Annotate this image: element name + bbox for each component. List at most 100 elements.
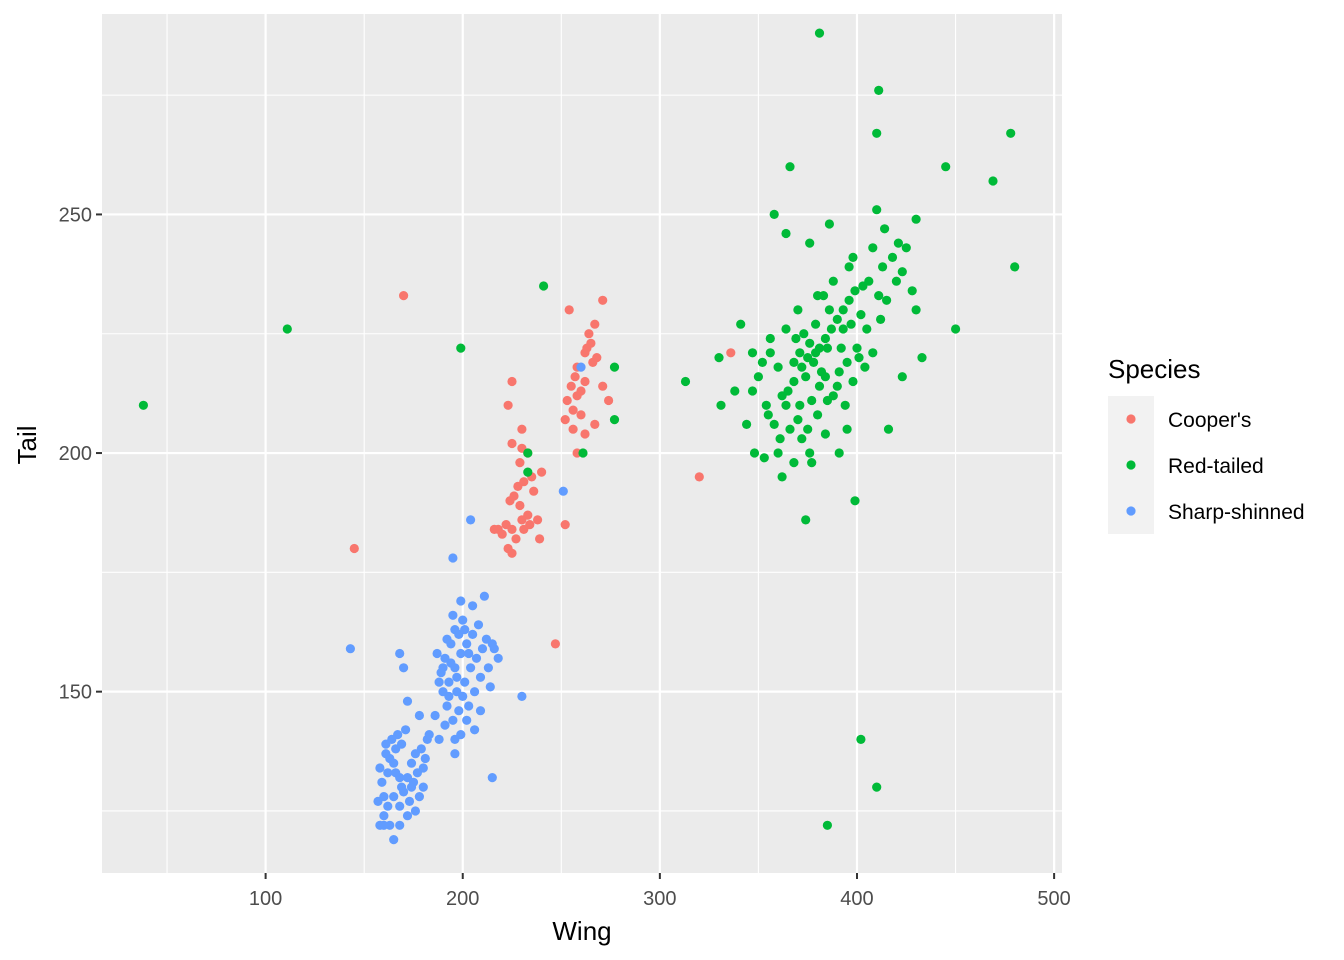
data-point: [402, 696, 413, 706]
data-point: [852, 343, 862, 353]
data-point: [785, 162, 795, 172]
data-point: [395, 648, 405, 659]
data-point: [401, 725, 411, 735]
data-point: [446, 658, 456, 668]
data-point: [458, 615, 468, 625]
data-point: [473, 620, 484, 630]
data-point: [1006, 128, 1016, 138]
data-point: [416, 744, 426, 754]
data-point: [383, 801, 393, 811]
data-point: [410, 806, 420, 816]
data-point: [578, 448, 588, 458]
data-point: [442, 634, 452, 644]
data-point: [854, 353, 864, 363]
data-point: [452, 672, 462, 682]
data-point: [793, 415, 803, 425]
y-tick-label: 250: [59, 204, 92, 226]
y-axis-title: Tail: [12, 425, 42, 464]
data-point: [560, 415, 570, 425]
data-point: [483, 663, 493, 673]
data-point: [883, 424, 894, 434]
data-point: [868, 348, 878, 358]
data-point: [789, 376, 799, 387]
data-point: [850, 496, 860, 506]
data-point: [466, 515, 476, 525]
data-point: [822, 820, 833, 830]
data-point: [434, 677, 444, 687]
data-point: [379, 811, 389, 821]
data-point: [824, 305, 835, 315]
data-point: [822, 343, 833, 353]
data-point: [412, 768, 422, 778]
data-point: [503, 400, 513, 410]
data-point: [391, 768, 401, 778]
data-point: [730, 386, 740, 396]
legend-label: Sharp-shinned: [1168, 501, 1305, 524]
data-point: [820, 372, 831, 382]
x-tick-label: 300: [643, 888, 676, 910]
data-point: [381, 749, 391, 759]
data-point: [917, 353, 927, 363]
data-point: [507, 548, 517, 558]
data-point: [759, 453, 769, 463]
data-point: [505, 496, 515, 506]
x-tick-label: 500: [1037, 888, 1070, 910]
data-point: [539, 281, 549, 291]
data-point: [576, 410, 586, 420]
x-tick-label: 100: [249, 888, 282, 910]
data-point: [373, 796, 383, 807]
data-point: [777, 472, 787, 482]
data-point: [430, 710, 440, 721]
data-point: [138, 400, 148, 410]
data-point: [598, 295, 608, 305]
data-point: [838, 324, 848, 334]
data-point: [444, 677, 454, 687]
data-point: [781, 400, 791, 410]
data-point: [466, 663, 476, 673]
data-point: [773, 362, 783, 372]
data-point: [834, 367, 844, 377]
data-point: [842, 424, 852, 434]
data-point: [838, 305, 848, 315]
data-point: [464, 701, 474, 711]
data-point: [395, 801, 405, 811]
data-point: [387, 734, 397, 745]
data-points: [138, 28, 1020, 845]
data-point: [444, 691, 454, 702]
data-point: [897, 267, 907, 277]
data-point: [568, 424, 578, 434]
data-point: [941, 162, 951, 172]
data-point: [517, 691, 527, 702]
data-point: [781, 228, 791, 239]
data-point: [769, 209, 779, 219]
data-point: [824, 219, 835, 229]
data-point: [397, 739, 407, 749]
data-point: [399, 663, 409, 673]
data-point: [598, 381, 608, 391]
data-point: [389, 792, 399, 802]
data-point: [680, 376, 691, 387]
data-point: [891, 276, 902, 286]
data-point: [765, 333, 775, 344]
data-point: [820, 333, 831, 344]
data-point: [864, 276, 874, 286]
data-point: [399, 291, 409, 301]
x-tick-label: 400: [840, 888, 873, 910]
data-point: [493, 653, 503, 663]
data-point: [811, 319, 821, 329]
data-point: [1010, 262, 1020, 272]
data-point: [777, 391, 787, 401]
data-point: [789, 458, 799, 468]
legend-label: Cooper's: [1168, 409, 1251, 432]
data-point: [828, 276, 838, 286]
data-point: [448, 715, 458, 725]
x-tick-label: 200: [446, 888, 479, 910]
data-point: [795, 348, 805, 358]
data-point: [872, 128, 882, 138]
data-point: [462, 715, 472, 725]
data-point: [874, 85, 884, 95]
data-point: [988, 176, 998, 186]
data-point: [878, 262, 888, 272]
data-point: [809, 357, 819, 367]
